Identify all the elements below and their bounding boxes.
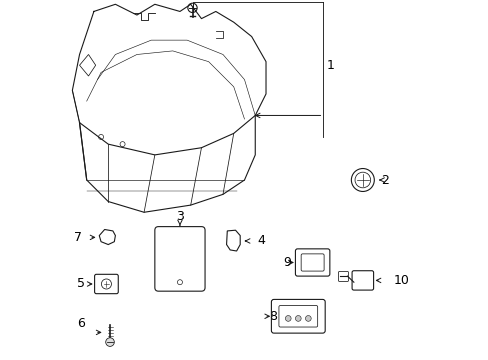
Text: 3: 3: [176, 210, 183, 223]
Text: 7: 7: [74, 231, 82, 244]
Circle shape: [105, 338, 114, 346]
Text: 8: 8: [268, 310, 276, 323]
Text: 2: 2: [380, 174, 388, 186]
Text: 4: 4: [257, 234, 264, 247]
Circle shape: [305, 316, 310, 321]
Text: 5: 5: [77, 278, 85, 291]
Text: 9: 9: [283, 256, 290, 269]
Text: 10: 10: [392, 274, 408, 287]
Circle shape: [285, 316, 290, 321]
Circle shape: [295, 316, 301, 321]
Text: 1: 1: [326, 59, 334, 72]
Text: 6: 6: [77, 317, 85, 330]
